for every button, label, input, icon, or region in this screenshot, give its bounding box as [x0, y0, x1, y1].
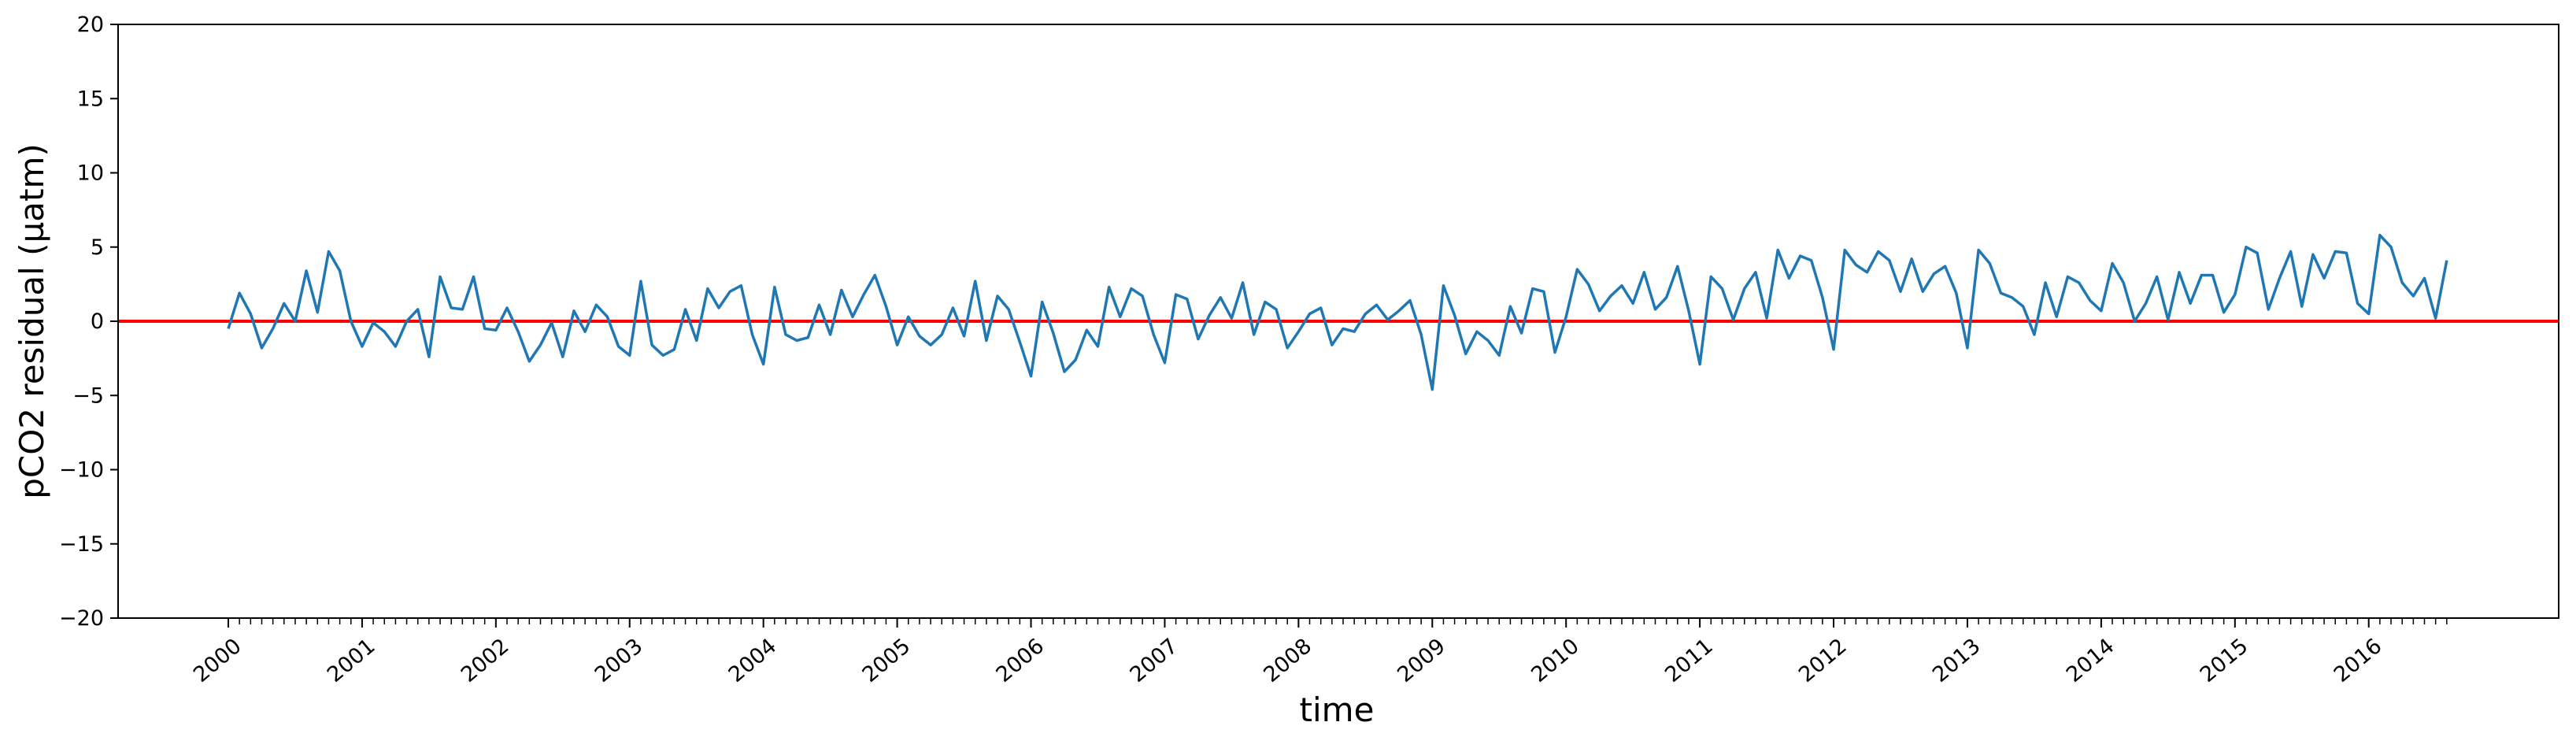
y-tick-label: 10 [77, 161, 104, 186]
x-minor-ticks [228, 618, 2448, 624]
x-tick-label: 2016 [2330, 634, 2387, 687]
x-tick-label: 2009 [1393, 634, 1450, 687]
x-tick-label: 2008 [1259, 634, 1316, 687]
y-tick-label: 5 [91, 235, 104, 260]
x-tick-label: 2005 [858, 634, 916, 687]
x-tick-label: 2006 [992, 634, 1049, 687]
x-tick-label: 2013 [1928, 634, 1986, 687]
series-line [227, 233, 2448, 391]
x-tick-label: 2001 [323, 634, 380, 687]
y-axis-title: pCO2 residual (µatm) [13, 143, 51, 499]
x-tick-label: 2010 [1527, 634, 1584, 687]
y-tick-label: −5 [72, 383, 104, 408]
y-tick-label: 0 [91, 309, 104, 334]
x-axis-title: time [1300, 691, 1375, 729]
y-tick-label: −20 [59, 606, 104, 631]
y-ticks: −20 −15 −10 −5 0 5 10 15 20 [59, 13, 118, 631]
y-tick-label: 15 [77, 87, 104, 111]
y-tick-label: −10 [59, 458, 104, 483]
x-tick-label: 2002 [457, 634, 514, 687]
x-tick-label: 2007 [1126, 634, 1183, 687]
x-tick-label: 2003 [590, 634, 648, 687]
x-tick-label: 2004 [724, 634, 782, 687]
x-major-ticks: 2000 2001 2002 2003 2004 2005 2006 2007 2008 2009… [189, 618, 2386, 687]
y-tick-label: 20 [77, 13, 104, 37]
x-tick-label: 2000 [189, 634, 246, 687]
x-tick-label: 2012 [1794, 634, 1852, 687]
x-tick-label: 2015 [2196, 634, 2253, 687]
x-tick-label: 2014 [2062, 634, 2119, 687]
plot-frame [117, 24, 2559, 619]
y-tick-label: −15 [59, 532, 104, 557]
x-tick-label: 2011 [1660, 634, 1718, 687]
